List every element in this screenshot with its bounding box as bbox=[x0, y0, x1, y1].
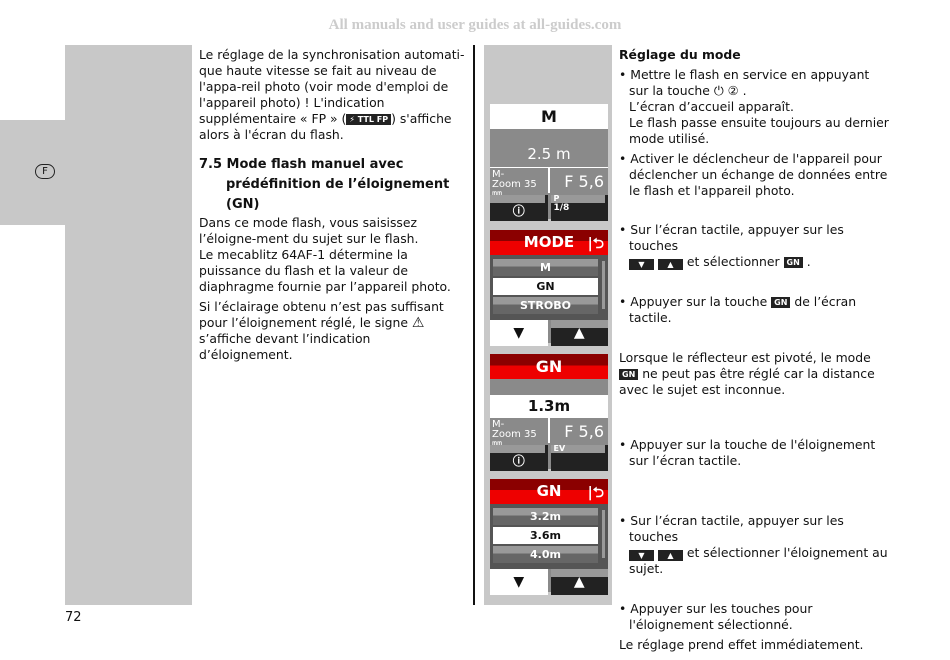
warning-icon: ⚠ bbox=[411, 315, 425, 331]
step: • Sur l’écran tactile, appuyer sur les t… bbox=[619, 222, 844, 270]
text: • Sur l’écran tactile, appuyer sur les t… bbox=[619, 222, 844, 253]
paragraph: Si l’éclairage obtenu n’est pas suffisan… bbox=[199, 299, 467, 363]
right-column: Réglage du mode • Mettre le flash en ser… bbox=[619, 47, 891, 657]
power-value: 1/8 bbox=[553, 203, 570, 213]
zoom-value[interactable]: M-Zoom 35 ㎜ bbox=[490, 418, 550, 450]
watermark: All manuals and user guides at all-guide… bbox=[328, 17, 622, 33]
info-button[interactable]: ⓘ bbox=[490, 445, 548, 471]
text: • Appuyer sur la touche bbox=[619, 294, 772, 309]
list-item[interactable]: STROBO bbox=[493, 297, 598, 314]
step: • Appuyer sur la touche GN de l’écran ta… bbox=[619, 294, 891, 326]
step: • Mettre le flash en service en appuyant… bbox=[619, 67, 891, 147]
text: Le flash passe ensuite toujours au derni… bbox=[629, 115, 889, 146]
screen-title: GN bbox=[536, 482, 562, 500]
up-key-icon: ▲ bbox=[657, 259, 683, 270]
paragraph: Le réglage de la synchronisation automat… bbox=[199, 47, 467, 143]
page-number: 72 bbox=[65, 610, 82, 625]
text: Lorsque le réflecteur est pivoté, le mod… bbox=[619, 350, 871, 365]
step: • Appuyer sur les touches pour l'éloigne… bbox=[619, 601, 813, 632]
list-item[interactable]: 3.2m bbox=[493, 508, 598, 525]
back-icon[interactable]: |⮌ bbox=[587, 485, 604, 501]
step: • Sur l’écran tactile, appuyer sur les t… bbox=[619, 513, 891, 577]
aperture-value: F 5,6 bbox=[564, 172, 604, 191]
column-divider bbox=[473, 45, 475, 605]
text: Zoom 35 ㎜ bbox=[492, 429, 537, 450]
screen-home-gn: GN 1.3m M-Zoom 35 ㎜ F 5,6 ⓘ EV bbox=[490, 354, 608, 471]
info-button[interactable]: ⓘ bbox=[490, 195, 548, 221]
info-icon: ⓘ bbox=[512, 204, 525, 218]
zoom-value[interactable]: M-Zoom 35 ㎜ bbox=[490, 168, 550, 200]
list-item[interactable]: 4.0m bbox=[493, 546, 598, 563]
text: de l’écran tactile. bbox=[629, 294, 857, 325]
text: Le réglage de la synchronisation automat… bbox=[199, 47, 465, 126]
screen-distance-select: GN |⮌ 3.2m 3.6m 4.0m ▼ ▲ bbox=[490, 479, 608, 595]
gn-key-icon: GN bbox=[619, 369, 639, 380]
subheading: Réglage du mode bbox=[619, 47, 741, 62]
list-item-selected[interactable]: 3.6m bbox=[493, 527, 598, 544]
distance-value[interactable]: 2.5 m bbox=[527, 145, 571, 163]
gn-key-icon: GN bbox=[783, 257, 803, 268]
label: P bbox=[550, 195, 605, 203]
text: L’écran d’accueil apparaît. bbox=[629, 99, 794, 114]
section-heading: 7.5 Mode flash manuel avec prédéfinition… bbox=[199, 157, 450, 212]
screen-home-m: M 2.5 m M-Zoom 35 ㎜ F 5,6 ⓘ P1/8 bbox=[490, 104, 608, 221]
screen-title: MODE bbox=[523, 233, 575, 251]
down-button[interactable]: ▼ bbox=[490, 320, 548, 346]
paragraph: Lorsque le réflecteur est pivoté, le mod… bbox=[619, 350, 891, 398]
list-item[interactable]: M bbox=[493, 259, 598, 276]
down-button[interactable]: ▼ bbox=[490, 569, 548, 595]
text: et sélectionner l'éloignement au sujet. bbox=[629, 545, 888, 576]
paragraph: Dans ce mode flash, vous saisissez l’élo… bbox=[199, 215, 419, 246]
text: M- bbox=[492, 419, 505, 430]
language-tab: F bbox=[35, 164, 55, 179]
label: EV bbox=[550, 445, 605, 453]
text: Si l’éclairage obtenu n’est pas suffisan… bbox=[199, 299, 444, 330]
scrollbar[interactable] bbox=[602, 261, 605, 309]
text: M- bbox=[492, 169, 505, 180]
up-key-icon: ▲ bbox=[657, 550, 683, 561]
text: et sélectionner bbox=[682, 254, 784, 269]
mode-button[interactable]: GN bbox=[490, 354, 608, 379]
text: ) s'affiche alors à l'écran du flash. bbox=[199, 111, 452, 142]
text: • Sur l’écran tactile, appuyer sur les t… bbox=[619, 513, 844, 544]
up-button[interactable]: ▲ bbox=[550, 320, 608, 346]
aperture-value: F 5,6 bbox=[564, 422, 604, 441]
ev-button[interactable]: EV bbox=[550, 445, 608, 471]
scrollbar[interactable] bbox=[602, 510, 605, 558]
text: ne peut pas être réglé car la distance a… bbox=[619, 366, 875, 397]
step: • Activer le déclencheur de l'appareil p… bbox=[619, 151, 888, 198]
list-item-selected[interactable]: GN bbox=[493, 278, 598, 295]
text: s’affiche devant l’indication d’éloignem… bbox=[199, 331, 371, 362]
paragraph: Le mecablitz 64AF-1 détermine la puissan… bbox=[199, 247, 451, 294]
down-key-icon: ▼ bbox=[629, 550, 654, 561]
mode-button[interactable]: M bbox=[490, 104, 608, 129]
power-button[interactable]: P 1/8 bbox=[550, 195, 608, 221]
gn-key-icon: GN bbox=[771, 297, 791, 308]
step: • Appuyer sur la touche de l'éloignement… bbox=[619, 437, 876, 468]
down-key-icon: ▼ bbox=[629, 259, 654, 270]
paragraph: Le réglage prend effet immédiatement. bbox=[619, 637, 864, 652]
text: • Mettre le flash en service en appuyant… bbox=[619, 67, 870, 98]
left-column: Le réglage de la synchronisation automat… bbox=[199, 47, 467, 367]
back-icon[interactable]: |⮌ bbox=[587, 236, 604, 252]
distance-button[interactable]: 1.3m bbox=[490, 395, 608, 417]
margin-panel bbox=[65, 45, 192, 605]
ttl-fp-badge: ⚡ TTL FP bbox=[346, 114, 392, 125]
info-icon: ⓘ bbox=[512, 454, 525, 468]
up-button[interactable]: ▲ bbox=[550, 569, 608, 595]
screen-mode-select: MODE |⮌ M GN STROBO ▼ ▲ bbox=[490, 230, 608, 346]
text: Zoom 35 ㎜ bbox=[492, 179, 537, 200]
